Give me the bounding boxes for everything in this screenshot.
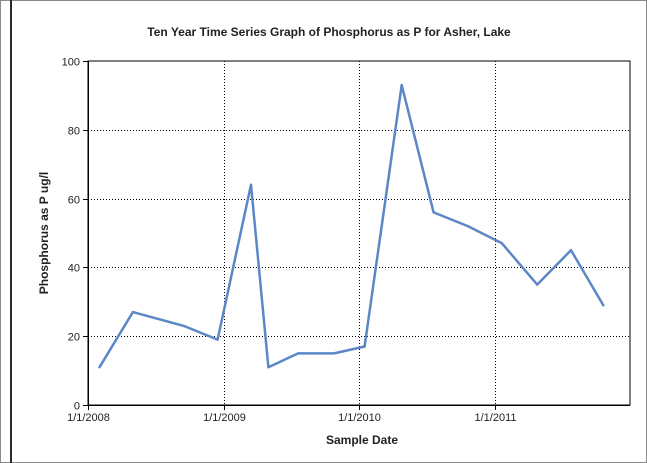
x-tick-label: 1/1/2011 <box>474 412 516 424</box>
gridlines <box>87 60 631 406</box>
data-point <box>216 338 219 341</box>
data-point <box>249 183 253 186</box>
x-tick-label: 1/1/2008 <box>67 412 110 424</box>
data-point <box>296 352 300 355</box>
data-point <box>602 304 605 307</box>
y-tick-label: 100 <box>62 57 80 69</box>
data-point <box>466 224 469 228</box>
data-point <box>267 366 270 369</box>
data-point <box>182 324 185 328</box>
data-point <box>536 283 539 286</box>
tick-labels: 0 20 40 60 80 100 1/1/2008 1/1/2009 1/1/2010 1/1/… <box>62 57 517 425</box>
data-point <box>500 242 504 245</box>
y-tick-label: 60 <box>68 195 80 207</box>
y-tick-label: 0 <box>74 401 80 413</box>
window-edge <box>10 0 12 463</box>
x-tick-label: 1/1/2010 <box>338 412 381 424</box>
chart-title: Ten Year Time Series Graph of Phosphorus… <box>147 25 511 39</box>
data-point <box>363 345 366 348</box>
y-tick-label: 80 <box>68 126 80 138</box>
x-tick-label: 1/1/2009 <box>203 412 246 424</box>
data-point <box>332 352 336 355</box>
series-line <box>98 83 605 369</box>
data-series <box>98 83 605 369</box>
data-point <box>98 366 101 369</box>
x-axis-label: Sample Date <box>326 433 398 447</box>
y-tick-label: 40 <box>68 263 80 275</box>
data-point <box>131 310 135 314</box>
y-axis-label: Phosphorus as P ug/l <box>37 172 51 294</box>
data-point <box>432 211 435 214</box>
data-point <box>569 249 573 252</box>
data-point <box>400 83 403 87</box>
y-tick-label: 20 <box>68 332 80 344</box>
axes <box>83 61 630 410</box>
